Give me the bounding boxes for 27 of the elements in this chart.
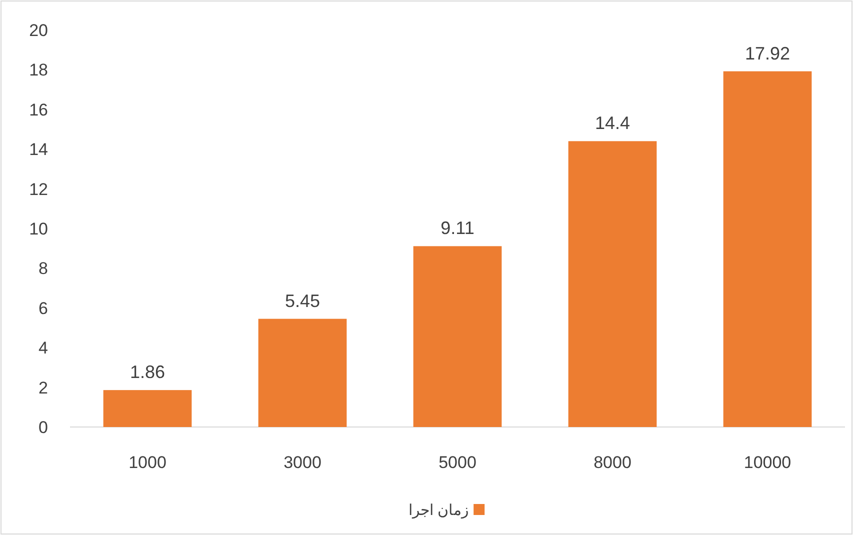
y-tick-label: 6 xyxy=(38,298,48,318)
legend-label: زمان اجرا xyxy=(408,502,469,519)
data-label: 9.11 xyxy=(440,218,474,238)
y-tick-label: 8 xyxy=(38,259,48,278)
data-label: 17.92 xyxy=(744,43,790,64)
y-tick-label: 12 xyxy=(29,180,48,199)
y-tick-label: 2 xyxy=(38,378,48,398)
data-label: 1.86 xyxy=(130,362,166,382)
data-label: 5.45 xyxy=(284,290,320,311)
bar xyxy=(103,390,192,427)
y-tick-label: 10 xyxy=(29,220,48,238)
bar xyxy=(723,71,812,427)
y-tick-label: 20 xyxy=(29,21,48,40)
y-tick-label: 18 xyxy=(29,60,48,80)
y-tick-label: 0 xyxy=(38,418,48,437)
x-tick-label: 1000 xyxy=(128,453,166,472)
x-tick-label: 5000 xyxy=(438,453,476,472)
bar xyxy=(568,141,657,427)
data-label: 14.4 xyxy=(594,113,630,134)
y-tick-label: 4 xyxy=(38,338,48,358)
x-tick-label: 10000 xyxy=(744,453,792,472)
x-tick-label: 3000 xyxy=(284,453,322,472)
y-tick-label: 16 xyxy=(29,100,48,120)
y-tick-label: 14 xyxy=(29,140,48,160)
bar xyxy=(258,318,347,427)
bar xyxy=(413,246,502,427)
x-tick-label: 8000 xyxy=(594,453,632,472)
